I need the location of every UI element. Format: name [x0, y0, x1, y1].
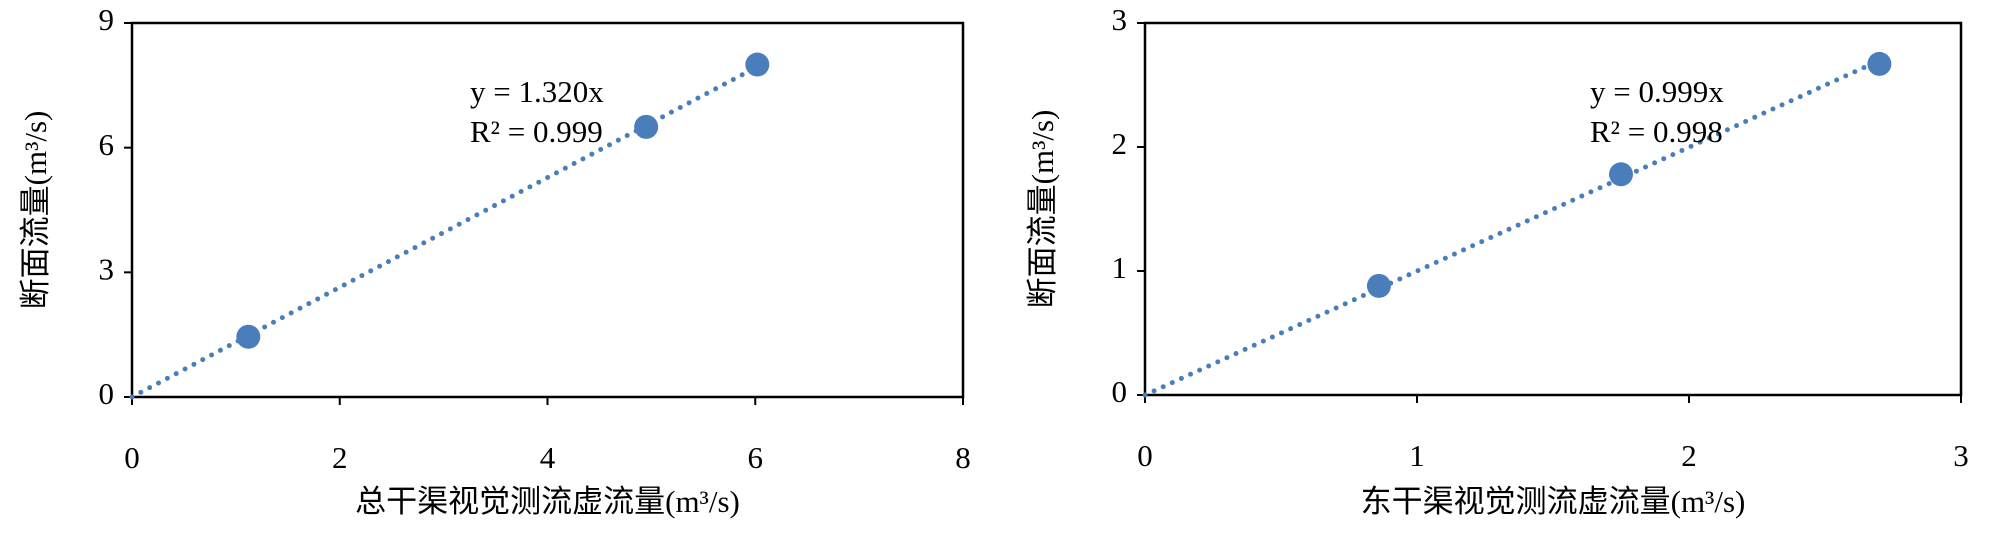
data-point: [1609, 162, 1633, 187]
y-axis-title: 断面流量(m³/s): [18, 111, 53, 310]
trendline: [1142, 58, 1882, 398]
chart: 0 1 2 3 0 1 2 3 东干渠视觉测流虚流量(m³/s) 断面流量(m³/s) y = 0.…: [1025, 2, 1969, 519]
x-tick-label: 0: [124, 440, 140, 475]
x-tick-label: 1: [1409, 438, 1425, 473]
x-axis-title: 总干渠视觉测流虚流量(m³/s): [355, 484, 740, 519]
x-tick-label: 3: [1953, 438, 1969, 473]
y-tick-label: 3: [99, 251, 115, 286]
x-axis-title: 东干渠视觉测流虚流量(m³/s): [1361, 484, 1746, 519]
chart: 0 3 6 9 0 2 4 6 8 总干渠视觉测流虚流量(m³/s) 断面流量(m³/s) y = 1…: [18, 2, 971, 519]
trendline: [129, 64, 760, 400]
trendline-label: y = 1.320x: [470, 74, 604, 109]
y-tick-label: 0: [1112, 374, 1128, 409]
data-point: [1366, 273, 1391, 298]
data-point: [745, 52, 770, 77]
plot-frame: [1143, 21, 1963, 397]
x-tick-label: 4: [540, 440, 556, 475]
trendline-label: y = 0.999x: [1590, 74, 1724, 109]
data-point: [634, 114, 659, 139]
data-point: [1867, 51, 1892, 76]
y-tick-label: 3: [1112, 2, 1128, 37]
data-point: [236, 324, 261, 349]
y-axis-title: 断面流量(m³/s): [1025, 110, 1060, 309]
x-tick-label: 0: [1137, 438, 1153, 473]
trendline-label: R² = 0.999: [470, 114, 603, 149]
x-tick-label: 8: [955, 440, 971, 475]
y-tick-label: 1: [1112, 250, 1128, 285]
y-tick-label: 9: [99, 2, 115, 37]
y-tick-label: 6: [99, 127, 115, 162]
x-tick-label: 2: [332, 440, 348, 475]
trendline-label: R² = 0.998: [1590, 114, 1723, 149]
x-tick-label: 6: [748, 440, 764, 475]
x-tick-label: 2: [1681, 438, 1697, 473]
y-tick-label: 2: [1112, 126, 1128, 161]
y-tick-label: 0: [99, 376, 115, 411]
